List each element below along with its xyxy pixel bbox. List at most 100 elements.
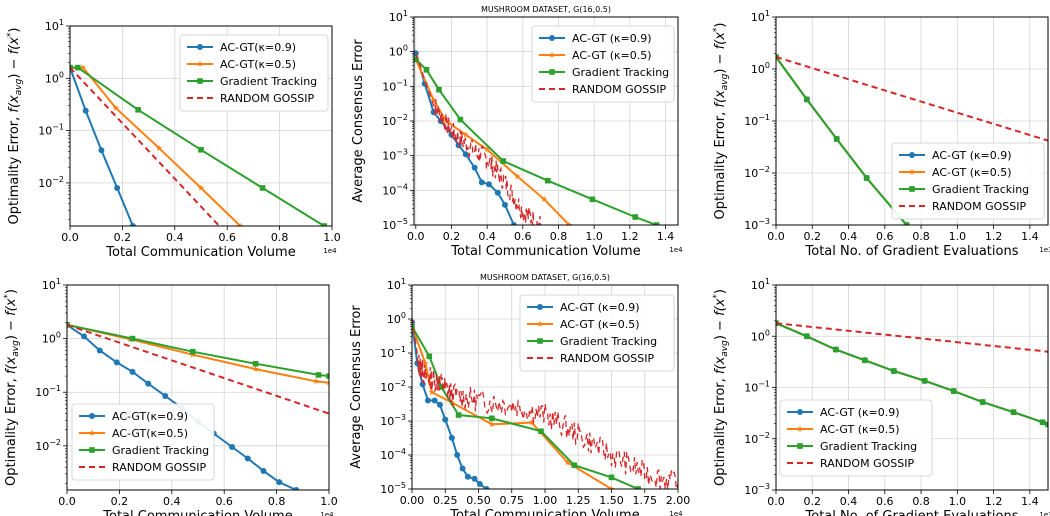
x-tick-label: 0.6 [215, 495, 233, 508]
data-point [325, 379, 329, 386]
legend: AC-GT (κ=0.9) AC-GT (κ=0.5) Gradient Track… [519, 294, 675, 372]
y-tick-label: 10−2 [380, 379, 406, 394]
y-tick-label: 100 [389, 44, 408, 59]
legend-label: AC-GT (κ=0.9) [560, 301, 640, 314]
legend: AC-GT(κ=0.9) AC-GT(κ=0.5) Gradient Trackin… [179, 34, 329, 112]
data-point [862, 357, 868, 364]
legend-marker [536, 320, 544, 327]
y-axis-label: Optimality Error, f(xavg) − f(x*) [712, 23, 730, 220]
chart-panel-3: 0.0 0.2 0.4 0.6 0.8 1.0 1.2 1.4 101 100 10−1 10−2 10… [712, 9, 1050, 259]
x-tick-label: 1.25 [566, 494, 591, 507]
data-point [476, 481, 483, 488]
data-point [422, 359, 429, 366]
legend-label: RANDOM GOSSIP [560, 352, 654, 365]
data-point [244, 455, 251, 462]
legend-label: RANDOM GOSSIP [820, 457, 914, 470]
data-point [424, 397, 431, 404]
x-tick-label: 1.0 [320, 495, 338, 508]
data-point [155, 144, 163, 151]
data-point [921, 378, 928, 384]
legend-label: AC-GT (κ=0.9) [572, 32, 652, 45]
chart-panel-2: 0.0 0.2 0.4 0.6 0.8 1.0 1.2 1.4 101 100 10−1 10−2 10… [351, 5, 683, 259]
legend-marker [909, 152, 915, 158]
x-tick-label: 0.00 [400, 494, 425, 507]
y-tick-label: 10−3 [744, 217, 770, 232]
data-point [98, 147, 105, 154]
y-tick-label: 101 [751, 277, 770, 292]
data-point [129, 335, 136, 342]
data-point [276, 479, 283, 486]
legend-label: AC-GT(κ=0.9) [112, 410, 188, 423]
x-axis-multiplier: 1e3 [1039, 246, 1050, 254]
series-rg [415, 53, 542, 225]
data-point [454, 452, 461, 458]
y-tick-label: 10−1 [744, 380, 770, 395]
chart-panel-6: 0.0 0.2 0.4 0.6 0.8 1.0 1.2 1.4 101 100 10−1 10−2 10… [712, 277, 1050, 516]
data-point [112, 104, 120, 111]
y-tick-label: 100 [387, 311, 406, 326]
series-line [67, 323, 329, 378]
legend-marker [549, 69, 555, 75]
y-tick-label: 10−2 [744, 165, 770, 180]
legend-marker [548, 51, 556, 58]
data-point [635, 486, 641, 489]
data-point [1039, 419, 1046, 426]
legend-label: AC-GT (κ=0.5) [820, 423, 900, 436]
x-tick-label: 0.0 [58, 495, 76, 508]
series-gt [67, 322, 329, 379]
data-point [79, 64, 87, 71]
series-rg [776, 322, 1048, 353]
chart-title: MUSHROOM DATASET, G(16,0.5) [481, 5, 611, 14]
series-gt [776, 54, 910, 225]
data-point [237, 222, 244, 226]
y-tick-label: 100 [751, 61, 770, 76]
data-point [423, 66, 430, 73]
x-tick-label: 0.2 [114, 231, 132, 244]
x-axis-label: Total Communication Volume [450, 244, 640, 259]
series-line [412, 318, 678, 489]
data-point [457, 116, 464, 123]
legend-marker [797, 409, 803, 415]
x-tick-label: 0.2 [111, 495, 129, 508]
x-axis-multiplier: 1e4 [320, 511, 334, 516]
series-line [776, 322, 1048, 353]
data-point [608, 474, 615, 481]
data-point [75, 64, 81, 71]
data-point [428, 388, 436, 396]
data-point [589, 196, 596, 203]
data-point [483, 146, 491, 153]
data-point [494, 189, 501, 196]
x-tick-label: 0.50 [466, 494, 491, 507]
x-tick-label: 0.4 [840, 495, 858, 508]
y-tick-label: 101 [42, 277, 61, 292]
legend-label: AC-GT (κ=0.5) [560, 318, 640, 331]
chart-panel-1: 0.0 0.2 0.4 0.6 0.8 1.0 101 100 10−1 10−2 Total Co… [6, 18, 341, 260]
legend-marker [796, 425, 804, 432]
data-point [431, 397, 438, 404]
data-point [438, 384, 445, 390]
legend-marker [537, 338, 543, 344]
data-point [500, 158, 506, 164]
legend: AC-GT(κ=0.9) AC-GT(κ=0.5) Gradient Trackin… [71, 403, 215, 481]
x-axis-multiplier: 1e3 [1039, 511, 1050, 516]
legend-label: AC-GT (κ=0.9) [932, 149, 1012, 162]
y-tick-label: 10−1 [382, 78, 408, 93]
y-tick-label: 100 [45, 70, 64, 85]
series-gt [414, 56, 660, 225]
y-tick-label: 100 [751, 328, 770, 343]
x-axis-label: Total No. of Gradient Evaluations [805, 509, 1019, 516]
x-tick-label: 0.4 [840, 230, 858, 243]
x-tick-label: 0.0 [767, 495, 785, 508]
data-point [448, 434, 455, 441]
y-tick-label: 101 [389, 9, 408, 24]
legend-label: AC-GT(κ=0.5) [112, 427, 188, 440]
x-tick-label: 1.75 [633, 494, 658, 507]
legend-marker [197, 78, 203, 84]
x-tick-label: 1.2 [621, 230, 639, 243]
x-tick-label: 0.6 [218, 231, 236, 244]
x-tick-label: 0.8 [271, 231, 289, 244]
plot-frame [66, 284, 330, 491]
series-gt [412, 323, 641, 489]
series-line [415, 53, 542, 225]
data-point [891, 368, 897, 374]
